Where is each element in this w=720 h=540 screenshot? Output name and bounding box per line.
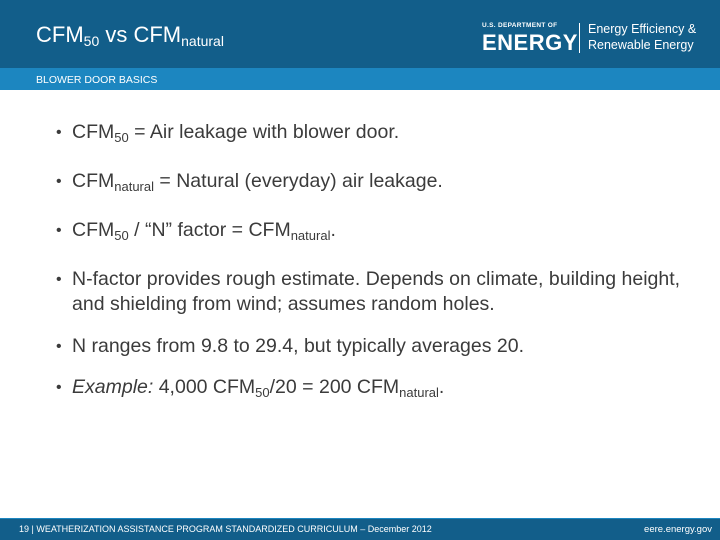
logo-eere-line1: Energy Efficiency & (588, 22, 697, 36)
logo-dept-text: U.S. DEPARTMENT OF (482, 22, 558, 29)
section-bar: BLOWER DOOR BASICS (0, 68, 720, 90)
doe-eere-logo: U.S. DEPARTMENT OF ENERGY Energy Efficie… (482, 20, 712, 56)
bullet-n-factor-estimate: • N-factor provides rough estimate. Depen… (56, 268, 681, 315)
header-bar: CFM50 vs CFMnatural U.S. DEPARTMENT OF E… (0, 0, 720, 68)
logo-energy-wordmark: ENERGY (482, 30, 578, 55)
bullet-dot-icon: • (56, 124, 62, 141)
footer-rule (0, 518, 720, 519)
bullet-dot-icon: • (56, 222, 62, 239)
bullet-dot-icon: • (56, 338, 62, 355)
logo-divider (579, 23, 580, 53)
section-label: BLOWER DOOR BASICS (36, 74, 158, 86)
bullet-cfm-natural: • CFMnatural = Natural (everyday) air lea… (56, 170, 443, 194)
footer-caption: 19 | WEATHERIZATION ASSISTANCE PROGRAM S… (19, 524, 432, 534)
slide-title: CFM50 vs CFMnatural (36, 22, 224, 49)
footer-bar: 19 | WEATHERIZATION ASSISTANCE PROGRAM S… (0, 519, 720, 540)
bullet-dot-icon: • (56, 271, 62, 288)
bullet-list: • CFM50 = Air leakage with blower door. •… (56, 120, 696, 405)
logo-eere-line2: Renewable Energy (588, 38, 694, 52)
bullet-example: • Example: 4,000 CFM50/20 = 200 CFMnatura… (56, 376, 445, 400)
bullet-dot-icon: • (56, 379, 62, 396)
footer-url: eere.energy.gov (644, 524, 712, 535)
bullet-cfm50: • CFM50 = Air leakage with blower door. (56, 121, 400, 145)
bullet-n-range: • N ranges from 9.8 to 29.4, but typicall… (56, 335, 524, 357)
bullet-n-factor-formula: • CFM50 / “N” factor = CFMnatural. (56, 219, 336, 243)
bullet-dot-icon: • (56, 173, 62, 190)
